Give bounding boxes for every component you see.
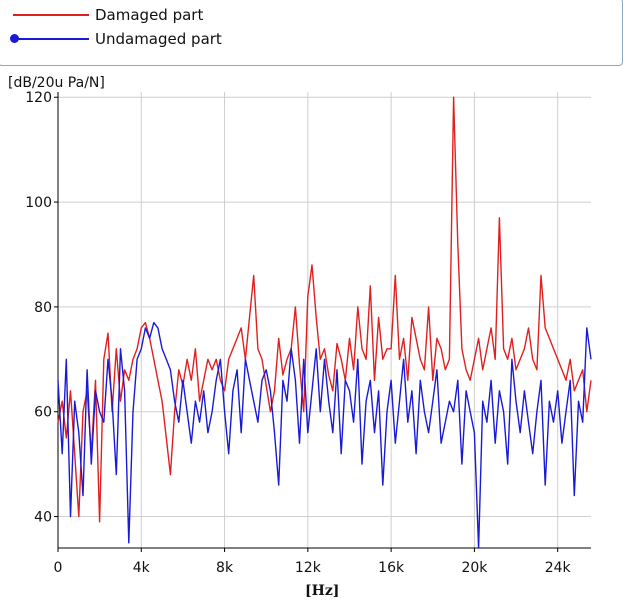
x-tick-label: 24k	[545, 560, 572, 576]
x-tick-label: 12k	[295, 560, 322, 576]
y-tick-label: 40	[34, 510, 52, 526]
y-tick-label: 120	[25, 90, 52, 106]
y-axis-label: [dB/20u Pa/N]	[8, 75, 105, 91]
y-tick-label: 100	[25, 195, 52, 211]
x-tick-label: 8k	[216, 560, 234, 576]
x-tick-label: 4k	[133, 560, 151, 576]
x-tick-label: 0	[54, 560, 63, 576]
legend: Damaged part Undamaged part	[0, 0, 623, 66]
y-tick-label: 60	[34, 405, 52, 421]
legend-item-damaged[interactable]: Damaged part	[0, 5, 359, 25]
x-axis-label: [Hz]	[305, 583, 340, 599]
legend-label-undamaged: Undamaged part	[95, 30, 222, 48]
legend-marker-undamaged	[10, 34, 19, 43]
legend-line-damaged	[13, 14, 89, 16]
series-line-damaged	[57, 96, 592, 523]
legend-item-undamaged[interactable]: Undamaged part	[0, 29, 359, 49]
y-tick-label: 80	[34, 300, 52, 316]
series-line-undamaged	[57, 321, 592, 549]
x-tick-label: 16k	[378, 560, 405, 576]
legend-label-damaged: Damaged part	[95, 6, 204, 24]
x-tick-label: 20k	[461, 560, 488, 576]
legend-line-undamaged	[13, 38, 89, 40]
